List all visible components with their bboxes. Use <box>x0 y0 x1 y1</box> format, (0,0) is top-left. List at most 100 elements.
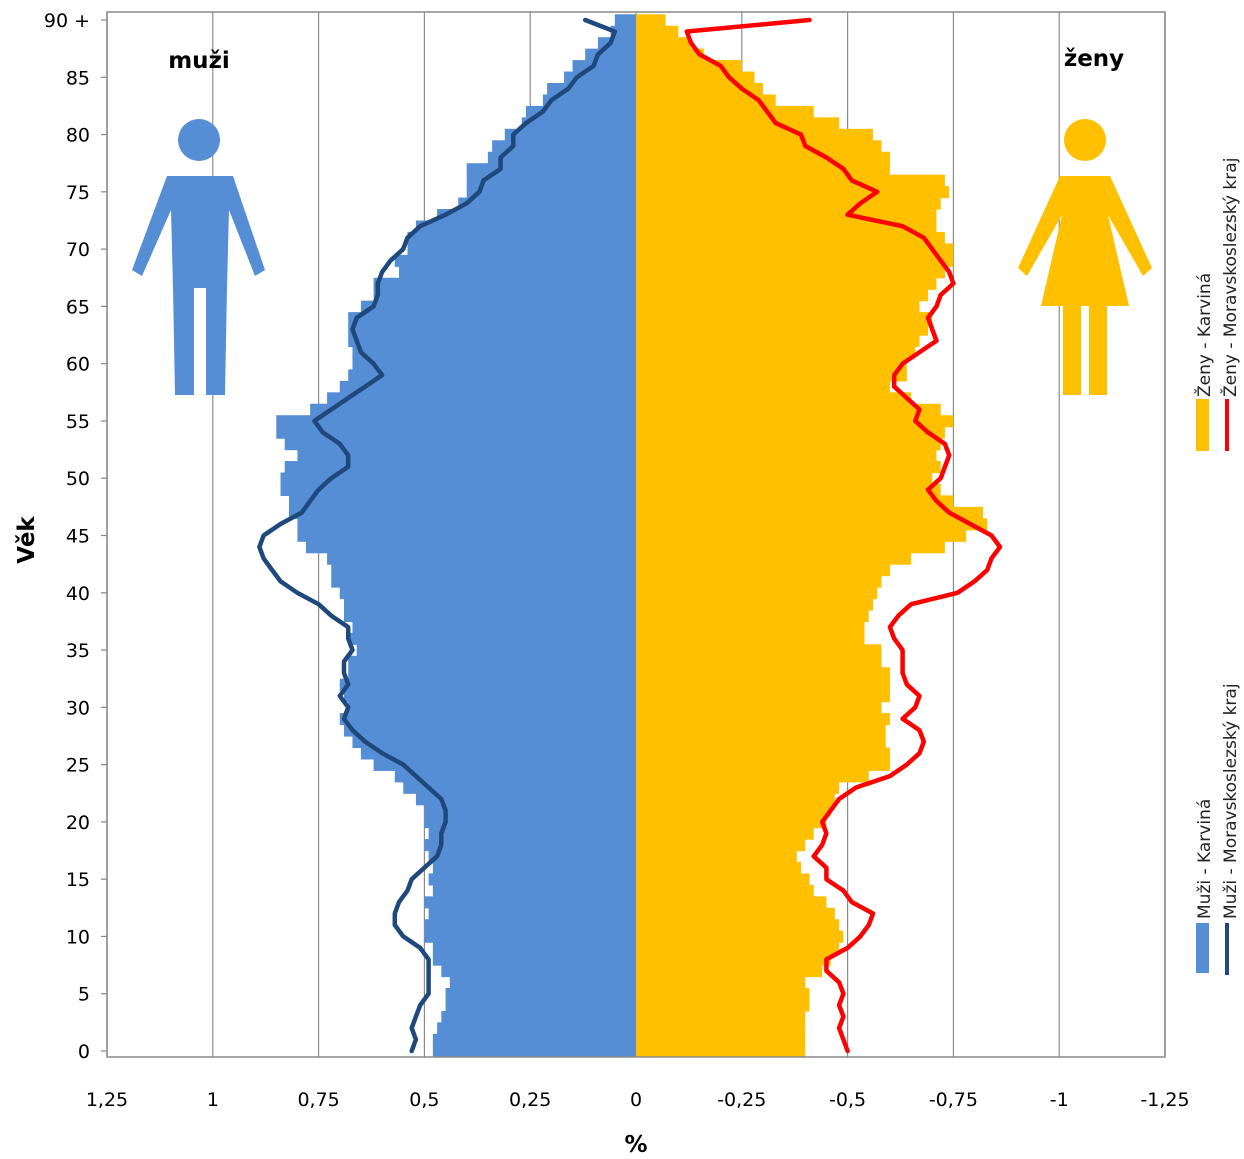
female-bar-age-1 <box>636 1033 806 1046</box>
x-tick-label-1: 1 <box>207 1089 219 1111</box>
female-bar-age-54 <box>636 426 945 439</box>
female-bar-age-53 <box>636 438 941 451</box>
x-tick-label-2: 0,75 <box>297 1089 339 1111</box>
male-bar-age-87 <box>585 48 636 61</box>
male-bar-age-55 <box>276 415 636 428</box>
male-bar-age-4 <box>445 999 636 1012</box>
female-bar-age-10 <box>636 930 844 943</box>
female-bar-age-8 <box>636 953 831 966</box>
male-bar-age-47 <box>288 506 636 519</box>
female-figure-icon <box>1018 119 1152 395</box>
x-tick-label-6: -0,25 <box>717 1089 766 1111</box>
legend-item-female-karvina: Ženy - Karviná <box>1193 273 1215 451</box>
female-bar-age-30 <box>636 701 882 714</box>
male-bar-age-62 <box>348 335 636 348</box>
male-bar-age-81 <box>521 117 636 130</box>
male-bar-age-1 <box>432 1033 636 1046</box>
female-bar-age-88 <box>636 37 692 50</box>
female-bar-age-47 <box>636 506 984 519</box>
female-bar-age-21 <box>636 804 831 817</box>
legend-item-male-karvina: Muži - Karviná <box>1195 799 1215 973</box>
male-bar-age-18 <box>424 839 636 852</box>
female-bar-age-51 <box>636 461 941 474</box>
male-bar-age-42 <box>331 564 636 577</box>
female-bar-age-16 <box>636 861 802 875</box>
female-bar-age-7 <box>636 965 823 978</box>
female-bar-age-73 <box>636 209 937 222</box>
female-bar-age-32 <box>636 678 890 691</box>
female-bar-age-70 <box>636 243 954 256</box>
male-bar-age-74 <box>458 197 636 210</box>
female-bar-age-38 <box>636 609 869 623</box>
female-bar-age-36 <box>636 632 865 645</box>
female-bar-age-15 <box>636 873 810 886</box>
female-bar-age-79 <box>636 140 882 153</box>
female-bar-age-76 <box>636 174 945 187</box>
female-bar-age-34 <box>636 655 882 668</box>
male-bar-age-26 <box>360 747 636 760</box>
y-tick-label-15: 75 <box>66 182 90 204</box>
female-bar-age-26 <box>636 747 890 760</box>
male-bar-age-38 <box>343 609 636 623</box>
x-tick-label-7: -0,5 <box>829 1089 866 1111</box>
male-bar-age-83 <box>542 94 636 107</box>
male-bar-age-90 <box>614 14 636 27</box>
female-bar-age-80 <box>636 128 873 141</box>
male-bar-age-75 <box>466 186 636 199</box>
male-bar-age-27 <box>352 735 636 749</box>
female-label: ženy <box>1064 46 1124 72</box>
female-bar-age-19 <box>636 827 814 840</box>
x-tick-label-5: 0 <box>630 1089 642 1111</box>
male-bar-age-57 <box>327 392 636 405</box>
male-bar-age-41 <box>331 575 636 588</box>
x-tick-label-4: 0,25 <box>509 1089 551 1111</box>
male-bar-age-43 <box>327 552 636 565</box>
male-bar-age-10 <box>424 930 636 943</box>
legend-swatch-female-bar <box>1196 399 1209 451</box>
male-bar-age-65 <box>360 300 636 313</box>
male-bar-age-35 <box>356 644 636 657</box>
y-tick-label-7: 35 <box>66 640 90 662</box>
male-bar-age-80 <box>504 128 636 141</box>
male-bar-age-13 <box>424 896 636 909</box>
female-bar-age-66 <box>636 289 929 302</box>
series-lines <box>257 17 1003 1054</box>
male-bar-age-8 <box>432 953 636 966</box>
female-bar-age-9 <box>636 942 840 955</box>
female-bar-age-14 <box>636 884 814 897</box>
female-bar-age-41 <box>636 575 882 588</box>
female-bar-age-24 <box>636 770 869 783</box>
male-bar-age-48 <box>288 495 636 508</box>
male-bar-age-86 <box>572 60 636 73</box>
male-bar-age-50 <box>280 472 636 485</box>
female-bar-age-17 <box>636 850 797 863</box>
y-axis-title: Věk <box>14 516 40 564</box>
female-bar-age-48 <box>636 495 954 508</box>
female-bar-age-68 <box>636 266 945 279</box>
female-bar-age-78 <box>636 151 890 164</box>
male-bar-age-77 <box>466 163 636 176</box>
y-tick-label-13: 65 <box>66 296 90 318</box>
female-bar-age-44 <box>636 541 945 554</box>
male-bar-age-29 <box>339 713 636 726</box>
bars <box>276 14 988 1058</box>
y-tick-label-12: 60 <box>66 354 90 376</box>
female-bar-age-13 <box>636 896 827 909</box>
y-tick-label-3: 15 <box>66 869 90 891</box>
male-bar-age-7 <box>441 965 636 978</box>
male-bar-age-49 <box>280 483 636 497</box>
female-bar-age-59 <box>636 369 907 382</box>
female-bar-age-90 <box>636 14 666 27</box>
female-bar-age-69 <box>636 254 954 267</box>
y-tick-label-1: 5 <box>78 984 90 1006</box>
male-bar-age-25 <box>373 758 636 771</box>
male-bar-age-70 <box>407 243 636 256</box>
male-bar-age-51 <box>284 461 636 474</box>
y-tick-label-2: 10 <box>66 926 90 948</box>
female-bar-age-0 <box>636 1045 806 1058</box>
female-bar-age-18 <box>636 839 806 852</box>
male-bar-age-76 <box>466 174 636 187</box>
legend-swatch-male-bar <box>1196 923 1209 973</box>
female-bar-age-82 <box>636 105 814 118</box>
